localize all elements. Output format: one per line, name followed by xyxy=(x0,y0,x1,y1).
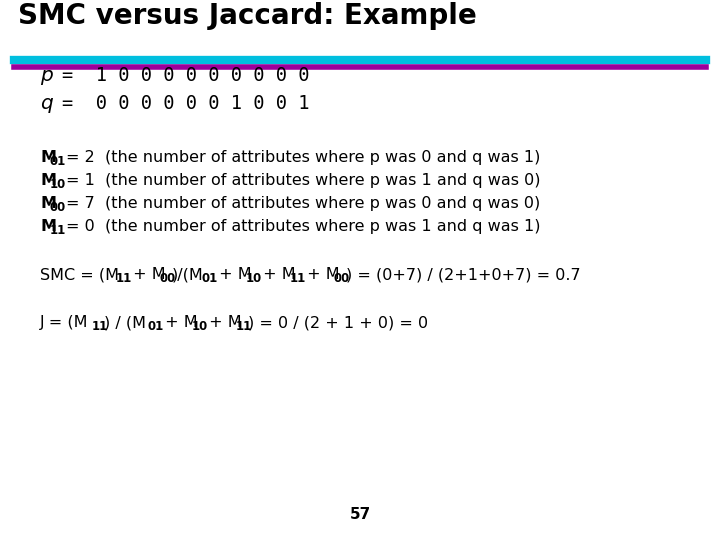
Text: ) = (0+7) / (2+1+0+7) = 0.7: ) = (0+7) / (2+1+0+7) = 0.7 xyxy=(346,267,580,282)
Text: = 0  (the number of attributes where p was 1 and q was 1): = 0 (the number of attributes where p wa… xyxy=(66,219,541,234)
Text: 01: 01 xyxy=(202,272,218,285)
Text: q: q xyxy=(40,94,53,113)
Text: 11: 11 xyxy=(116,272,132,285)
Text: =  0 0 0 0 0 0 1 0 0 1: = 0 0 0 0 0 0 1 0 0 1 xyxy=(62,94,310,113)
Text: + M: + M xyxy=(214,267,251,282)
Text: J = (M: J = (M xyxy=(40,315,89,330)
Text: 11: 11 xyxy=(50,224,66,237)
Text: = 1  (the number of attributes where p was 1 and q was 0): = 1 (the number of attributes where p wa… xyxy=(66,173,541,188)
Text: + M: + M xyxy=(302,267,340,282)
Text: 11: 11 xyxy=(92,320,108,333)
Text: 01: 01 xyxy=(50,155,66,168)
Text: 10: 10 xyxy=(50,178,66,191)
Text: 01: 01 xyxy=(148,320,164,333)
Text: )/(M: )/(M xyxy=(172,267,204,282)
Text: 00: 00 xyxy=(334,272,350,285)
Text: =  1 0 0 0 0 0 0 0 0 0: = 1 0 0 0 0 0 0 0 0 0 xyxy=(62,66,310,85)
Text: 10: 10 xyxy=(246,272,262,285)
Text: 00: 00 xyxy=(160,272,176,285)
Text: = 2  (the number of attributes where p was 0 and q was 1): = 2 (the number of attributes where p wa… xyxy=(66,150,541,165)
Text: M: M xyxy=(40,196,56,211)
Text: + M: + M xyxy=(258,267,296,282)
Text: + M: + M xyxy=(204,315,242,330)
Text: 10: 10 xyxy=(192,320,208,333)
Text: SMC versus Jaccard: Example: SMC versus Jaccard: Example xyxy=(18,2,477,30)
Text: M: M xyxy=(40,173,56,188)
Text: ) = 0 / (2 + 1 + 0) = 0: ) = 0 / (2 + 1 + 0) = 0 xyxy=(248,315,428,330)
Text: ) / (M: ) / (M xyxy=(104,315,146,330)
Text: 00: 00 xyxy=(50,201,66,214)
Text: + M: + M xyxy=(160,315,197,330)
Text: = 7  (the number of attributes where p was 0 and q was 0): = 7 (the number of attributes where p wa… xyxy=(66,196,540,211)
Text: M: M xyxy=(40,219,56,234)
Text: SMC = (M: SMC = (M xyxy=(40,267,119,282)
Text: + M: + M xyxy=(128,267,166,282)
Text: 11: 11 xyxy=(290,272,306,285)
Text: p: p xyxy=(40,66,53,85)
Text: 57: 57 xyxy=(349,507,371,522)
Text: M: M xyxy=(40,150,56,165)
Text: 11: 11 xyxy=(236,320,252,333)
